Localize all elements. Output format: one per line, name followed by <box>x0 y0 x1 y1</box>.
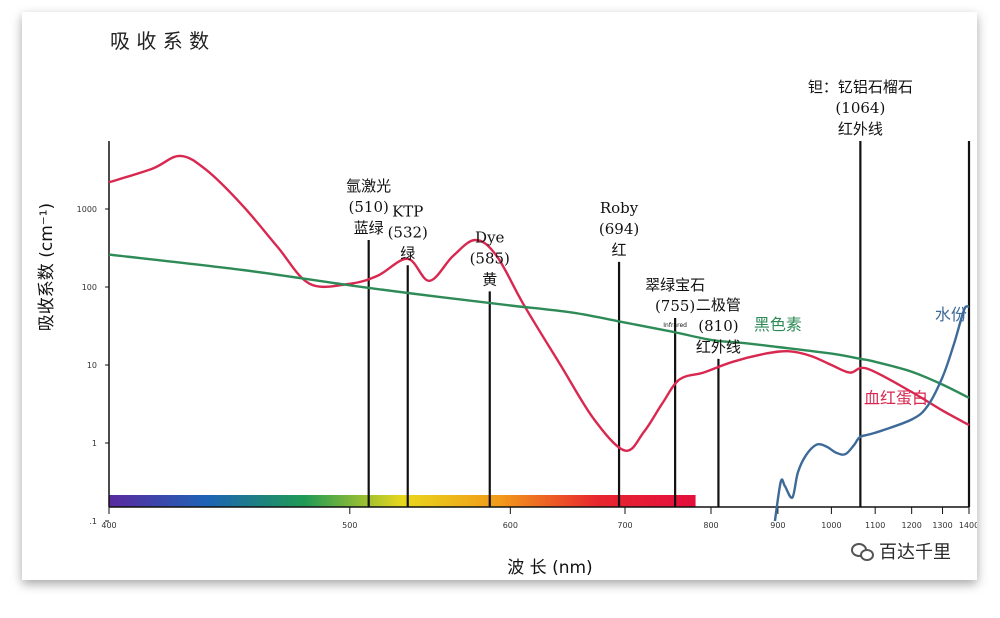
laser-label-532: KTP <box>392 202 423 220</box>
y-tick-label: 1000 <box>77 205 97 214</box>
laser-label-810: (810) <box>698 317 738 335</box>
series-line-血红蛋白 <box>108 154 970 452</box>
x-axis-label: 波 长 (nm) <box>507 558 592 578</box>
laser-label-810: 红外线 <box>696 338 741 356</box>
laser-label-755: 翠绿宝石 <box>645 276 705 294</box>
laser-label-585: Dye <box>475 228 505 246</box>
y-tick-label: 1 <box>92 439 97 448</box>
y-tick-label: 100 <box>82 283 97 292</box>
laser-label-510: 氩激光 <box>346 177 391 195</box>
series-annotation: 黑色素 <box>754 315 802 334</box>
watermark-text: 百达千里 <box>879 542 951 563</box>
laser-label-694: Roby <box>600 199 639 217</box>
series-line-水份 <box>773 305 970 522</box>
x-tick-label: 1100 <box>865 521 885 530</box>
visible-spectrum-bar <box>109 495 696 507</box>
series-annotation: 水份 <box>935 305 967 324</box>
chart-title: 吸 收 系 数 <box>110 29 209 53</box>
laser-label-510: (510) <box>349 198 389 216</box>
laser-label-510: 蓝绿 <box>354 219 384 237</box>
figure-card: 吸 收 系 数 吸收系数 (cm⁻¹) 波 长 (nm) 400 500 600 70… <box>22 12 977 580</box>
x-tick-label: 1200 <box>901 521 921 530</box>
laser-label-755: (755) <box>655 297 695 315</box>
laser-label-1064: 钽：钇铝石榴石 <box>808 78 913 96</box>
x-tick-label: 400 <box>101 521 116 530</box>
laser-label-585: 黄 <box>482 270 497 288</box>
x-tick-label: 500 <box>342 521 357 530</box>
laser-label-532: 绿 <box>400 244 415 262</box>
x-tick-label: 1300 <box>932 521 952 530</box>
laser-label-1064: (1064) <box>835 99 885 117</box>
laser-label-694: 红 <box>612 241 627 259</box>
y-axis-label: 吸收系数 (cm⁻¹) <box>37 203 57 331</box>
y-tick-label: 10 <box>87 361 97 370</box>
wechat-icon <box>851 542 874 561</box>
series-line-黑色素 <box>108 253 970 399</box>
x-tick-label: 800 <box>703 521 718 530</box>
absorption-chart: 吸 收 系 数 吸收系数 (cm⁻¹) 波 长 (nm) 400 500 600 70… <box>37 29 977 578</box>
laser-label-810: 二极管 <box>696 296 741 314</box>
laser-label-694: (694) <box>599 220 639 238</box>
laser-label-532: (532) <box>388 223 428 241</box>
laser-sublabel-755: Infrared <box>663 322 687 329</box>
x-tick-label: 900 <box>770 521 785 530</box>
laser-label-585: (585) <box>470 249 510 267</box>
x-tick-label: 1400 <box>959 521 977 530</box>
y-tick-label: .1 <box>89 517 97 526</box>
x-tick-label: 700 <box>617 521 632 530</box>
x-tick-label: 1000 <box>821 521 841 530</box>
x-tick-label: 600 <box>503 521 518 530</box>
series-annotation: 血红蛋白 <box>864 389 928 408</box>
laser-label-1064: 红外线 <box>838 120 883 138</box>
watermark: 百达千里 <box>851 538 951 564</box>
